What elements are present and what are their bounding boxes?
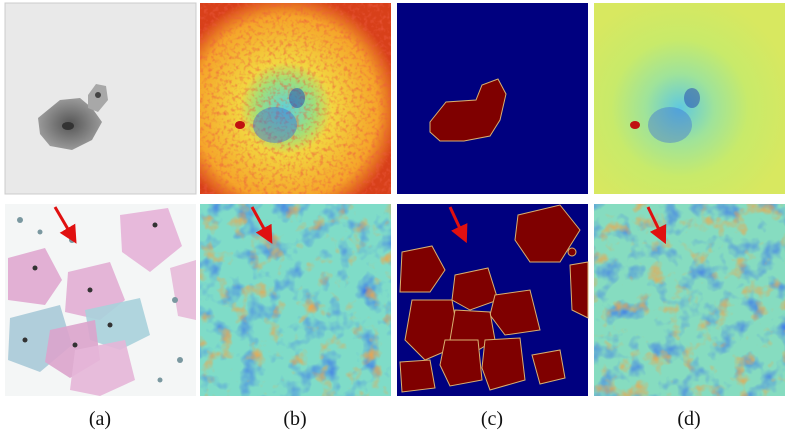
panel-label: (d) [677,408,700,430]
panel-b-top [200,3,391,194]
panel-b-bottom [200,204,391,396]
panel-c-top [397,3,588,194]
panel-label: (c) [481,408,503,430]
panel-c-bottom [397,204,589,396]
panel-a-bottom [5,204,196,396]
panel-d-bottom [594,204,785,396]
panel-d-top [594,3,785,194]
panel-label: (b) [283,408,306,430]
panel-a-top [4,2,197,195]
panel-label: (a) [89,408,111,430]
